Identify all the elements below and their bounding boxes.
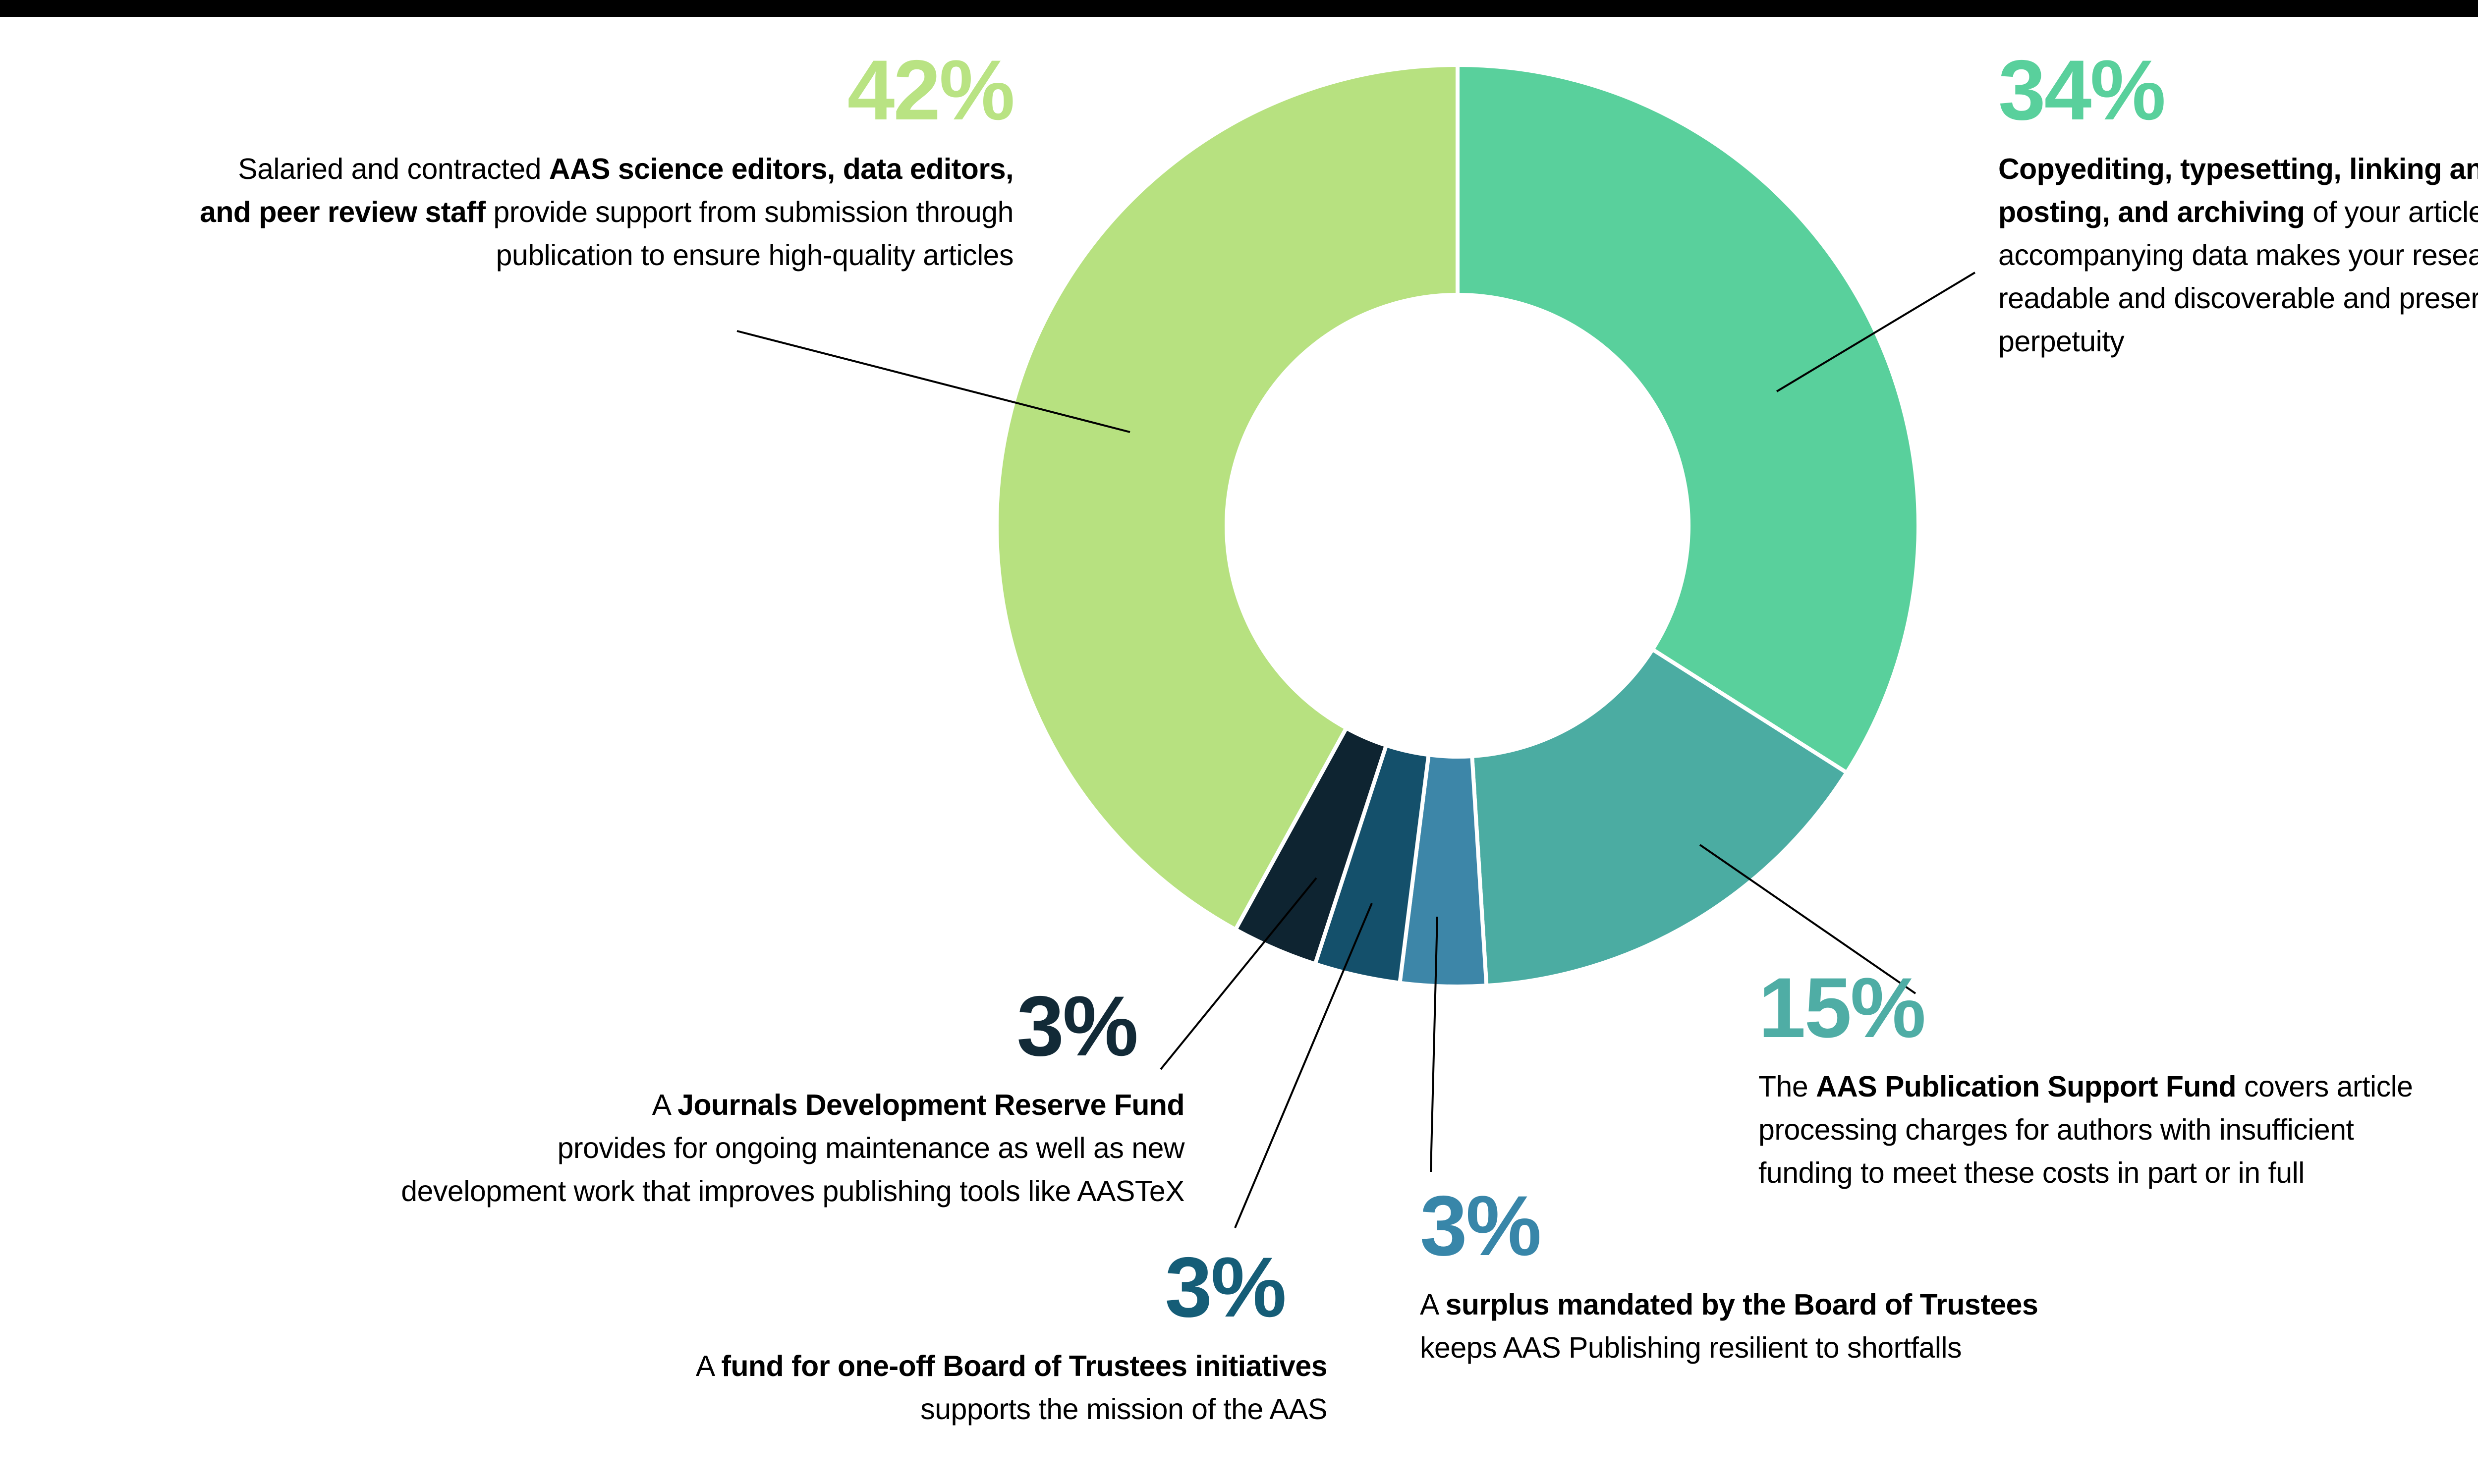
leader-line-publication-support-fund-15 bbox=[1699, 844, 1916, 994]
percent-label-34: 34% bbox=[1998, 43, 2166, 138]
percent-desc-3-journals: A Journals Development Reserve Fund prov… bbox=[401, 1089, 1184, 1208]
leader-line-journals-development-reserve-fund-3 bbox=[1160, 877, 1317, 1070]
percent-label-42: 42% bbox=[847, 43, 1015, 138]
percent-desc-34: Copyediting, typesetting, linking and ta… bbox=[1998, 153, 2478, 358]
percent-desc-15: The AAS Publication Support Fund covers … bbox=[1758, 1070, 2413, 1189]
leader-line-one-off-initiatives-fund-3 bbox=[1234, 903, 1373, 1228]
percent-desc-3-one-off: A fund for one-off Board of Trustees ini… bbox=[695, 1350, 1328, 1426]
donut-slice-editors-peer-review-staff-42 bbox=[995, 62, 1460, 933]
donut-slice-copyediting-34 bbox=[1456, 62, 1920, 775]
callout-journals-reserve-3: 3% A Journals Development Reserve Fund p… bbox=[218, 984, 1184, 1213]
callout-surplus-3: 3% A surplus mandated by the Board of Tr… bbox=[1420, 1183, 2188, 1370]
callout-one-off-fund-3: 3% A fund for one-off Board of Trustees … bbox=[535, 1240, 1328, 1431]
callout-copyediting-34: 34% Copyediting, typesetting, linking an… bbox=[1998, 48, 2478, 363]
top-black-bar bbox=[0, 0, 2478, 17]
callout-editors-42: 42% Salaried and contracted AAS science … bbox=[92, 43, 1015, 277]
percent-label-3-journals: 3% bbox=[1016, 979, 1138, 1074]
leader-line-copyediting-34 bbox=[1776, 272, 1976, 392]
percent-label-3-one-off: 3% bbox=[1165, 1240, 1287, 1335]
percent-desc-42: Salaried and contracted AAS science edit… bbox=[200, 153, 1014, 272]
percent-desc-3-surplus: A surplus mandated by the Board of Trust… bbox=[1420, 1288, 2038, 1364]
leader-line-editors-peer-review-staff-42 bbox=[736, 330, 1130, 433]
percent-label-15: 15% bbox=[1758, 960, 1926, 1055]
callout-publication-support-15: 15% The AAS Publication Support Fund cov… bbox=[1758, 965, 2478, 1195]
percent-label-3-surplus: 3% bbox=[1420, 1178, 1542, 1273]
donut-slice-publication-support-fund-15 bbox=[1470, 647, 1850, 988]
leader-line-surplus-3 bbox=[1430, 916, 1438, 1172]
